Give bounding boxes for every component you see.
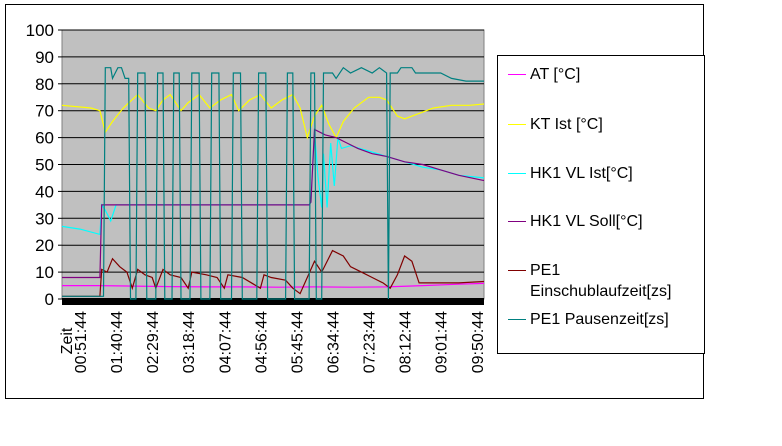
legend-label: PE1 Einschublaufzeit[zs] — [530, 262, 672, 300]
chart-area: 0 10 20 30 40 50 60 70 80 90 100 Zeit 00:51:44 01:40:… — [5, 4, 705, 399]
x-tick-label: 03:18:44 — [181, 311, 198, 373]
y-tick-label: 60 — [35, 129, 54, 148]
x-tick-label: 07:23:44 — [362, 311, 379, 373]
y-tick-label: 100 — [26, 21, 54, 40]
x-tick-label: 02:29:44 — [145, 311, 162, 373]
legend-label: HK1 VL Soll[°C] — [530, 213, 643, 230]
legend-swatch — [508, 319, 526, 320]
y-tick-label: 20 — [35, 236, 54, 255]
legend-label: KT Ist [°C] — [530, 116, 603, 133]
series-line — [62, 128, 485, 279]
legend-swatch — [508, 74, 526, 75]
x-tick-label: 05:45:44 — [289, 311, 306, 373]
y-tick-label: 30 — [35, 209, 54, 228]
legend: AT [°C] KT Ist [°C] HK1 VL Ist[°C] HK1 VL S… — [497, 55, 705, 354]
x-tick-label: 08:12:44 — [398, 311, 415, 373]
x-tick-label: 01:40:44 — [109, 311, 126, 373]
y-tick-label: 80 — [35, 75, 54, 94]
y-tick-label: 0 — [45, 290, 54, 309]
x-axis-bar — [62, 298, 484, 305]
x-tick-label: 04:07:44 — [217, 311, 234, 373]
y-tick-label: 90 — [35, 48, 54, 67]
series-line — [62, 282, 485, 288]
legend-swatch — [508, 221, 526, 222]
x-tick-label: 00:51:44 — [73, 311, 90, 373]
y-tick-label: 70 — [35, 102, 54, 121]
x-tick-label: 06:34:44 — [326, 311, 343, 373]
x-tick-label: 09:01:44 — [434, 311, 451, 373]
y-tick-label: 50 — [35, 156, 54, 175]
y-tick-label: 40 — [35, 182, 54, 201]
x-tick-label: 04:56:44 — [253, 311, 270, 373]
x-axis-label: Zeit — [59, 327, 76, 354]
legend-swatch — [508, 124, 526, 125]
x-tick-label: 09:50:44 — [470, 311, 487, 373]
series-line — [62, 66, 484, 300]
legend-swatch — [508, 270, 526, 271]
y-tick-label: 10 — [35, 263, 54, 282]
legend-label: PE1 Pausenzeit[zs] — [530, 311, 669, 328]
legend-label: AT [°C] — [530, 66, 581, 83]
legend-swatch — [508, 173, 526, 174]
legend-label: HK1 VL Ist[°C] — [530, 165, 633, 182]
